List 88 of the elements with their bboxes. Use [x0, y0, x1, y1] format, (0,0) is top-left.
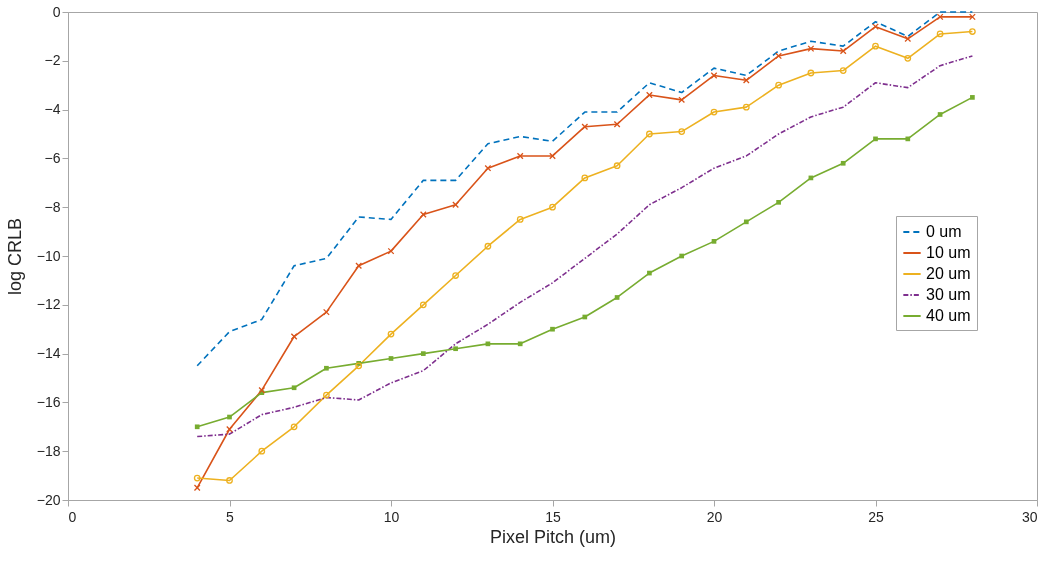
point [290, 423, 298, 431]
point [227, 414, 232, 420]
x-tick-label: 0 [68, 508, 77, 525]
point [388, 356, 394, 361]
point [807, 45, 815, 52]
y-tick-label: −10 [36, 247, 61, 264]
point [516, 152, 524, 160]
point [840, 160, 846, 166]
x-tick-label: 15 [545, 508, 561, 525]
point [484, 242, 492, 250]
point [710, 72, 718, 79]
point [807, 69, 815, 77]
point [711, 239, 717, 244]
x-tick-label: 5 [226, 508, 235, 525]
y-tick-label: −14 [36, 345, 61, 362]
x-axis-title: Pixel Pitch (um) [489, 526, 617, 547]
point [776, 199, 781, 205]
x-tick-label: 10 [383, 508, 400, 525]
point [742, 103, 750, 111]
point [290, 333, 298, 340]
point [226, 477, 233, 484]
legend-label: 40 um [926, 307, 971, 324]
point [905, 136, 911, 142]
point [453, 346, 458, 352]
point [710, 108, 718, 116]
point [323, 391, 330, 399]
y-tick-label: 0 [52, 3, 61, 20]
point [613, 120, 621, 128]
point [194, 424, 200, 430]
point [516, 216, 524, 223]
point [646, 91, 653, 99]
line-series [196, 11, 974, 367]
point [839, 47, 847, 55]
legend-label: 20 um [926, 265, 971, 282]
point [873, 136, 878, 142]
point [549, 152, 556, 160]
point [324, 365, 329, 371]
point [872, 42, 879, 50]
point [387, 247, 395, 255]
point [613, 162, 621, 170]
y-tick-label: −6 [44, 149, 61, 166]
point [420, 351, 426, 356]
point [419, 211, 427, 218]
point [969, 13, 976, 21]
point [614, 295, 620, 300]
y-tick-label: −12 [36, 296, 61, 313]
point [419, 301, 427, 309]
point [581, 174, 589, 182]
point [258, 447, 266, 455]
point [550, 326, 555, 332]
point [743, 219, 749, 225]
point [355, 362, 363, 370]
point [452, 201, 459, 209]
point [775, 52, 782, 60]
point [517, 341, 523, 347]
y-tick-label: −16 [36, 393, 61, 410]
legend-label: 30 um [926, 286, 971, 303]
point [226, 425, 233, 433]
point [937, 112, 943, 117]
point [291, 385, 297, 391]
point [582, 314, 588, 320]
point [549, 203, 556, 211]
x-tick-label: 25 [868, 508, 884, 525]
y-tick-label: −8 [44, 198, 61, 215]
y-tick-label: −4 [44, 101, 61, 118]
point [679, 253, 685, 259]
point [904, 54, 912, 62]
y-tick-label: −2 [44, 52, 61, 69]
legend-label: 0 um [926, 223, 962, 240]
y-axis-title: log CRLB [4, 217, 25, 296]
point [323, 308, 330, 316]
point [970, 95, 975, 100]
point [647, 270, 652, 276]
point [872, 23, 879, 31]
point [485, 341, 491, 347]
y-tick-label: −18 [36, 442, 61, 459]
point [581, 123, 589, 131]
x-tick-label: 30 [1021, 508, 1038, 525]
point [775, 81, 782, 89]
point [452, 272, 459, 279]
x-tick-label: 20 [706, 508, 723, 525]
point [678, 128, 686, 135]
point [646, 130, 653, 138]
point [839, 67, 847, 74]
y-tick-label: −20 [36, 491, 61, 508]
legend-label: 10 um [926, 244, 971, 261]
point [678, 96, 686, 104]
point [936, 30, 944, 38]
